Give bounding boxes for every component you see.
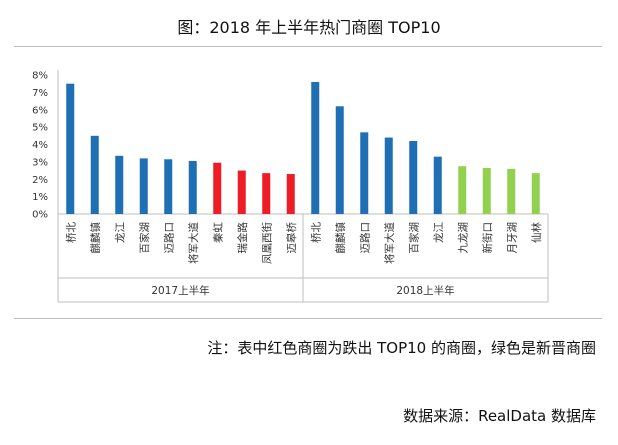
- bar: [384, 137, 393, 214]
- x-category-label: 龙江: [113, 222, 126, 243]
- x-category-label: 麒麟镇: [334, 222, 347, 254]
- bar: [458, 166, 467, 214]
- x-category-label: 月牙湖: [506, 222, 518, 254]
- bar: [139, 158, 148, 214]
- x-category-label: 迈路口: [358, 222, 371, 254]
- y-tick-label: 1%: [32, 192, 48, 203]
- x-category-label: 将军大道: [187, 222, 200, 264]
- y-tick-label: 4%: [32, 140, 48, 151]
- bar: [433, 156, 442, 214]
- bar: [115, 155, 124, 214]
- y-tick-label: 8%: [32, 71, 48, 82]
- y-tick-label: 7%: [32, 88, 48, 99]
- chart-title: 图：2018 年上半年热门商圈 TOP10: [177, 18, 441, 37]
- bar: [507, 168, 516, 214]
- x-category-label: 迈皋桥: [285, 222, 298, 254]
- chart-note: 注：表中红色商圈为跌出 TOP10 的商圈，绿色是新晋商圈: [207, 339, 596, 357]
- x-category-label: 百家湖: [407, 222, 420, 254]
- y-tick-label: 3%: [32, 157, 48, 168]
- data-source: 数据来源：RealData 数据库: [403, 407, 596, 425]
- x-category-label: 凤凰西街: [260, 222, 273, 264]
- bar: [286, 174, 295, 214]
- x-category-label: 仙林: [530, 222, 543, 243]
- bar: [531, 173, 540, 214]
- top-divider: [14, 46, 602, 47]
- y-tick-label: 5%: [32, 123, 48, 134]
- bar: [262, 173, 271, 214]
- bar: [66, 83, 75, 214]
- group-label: 2018上半年: [396, 284, 454, 297]
- x-category-label: 桥北: [310, 222, 322, 243]
- bar: [188, 161, 197, 214]
- group-label: 2017上半年: [151, 284, 209, 297]
- bar-chart: 0%1%2%3%4%5%6%7%8%桥北 麒麟镇 龙江 百家湖 迈路口 将军大道 秦虹 瑞金路…: [32, 70, 549, 303]
- x-category-label: 麒麟镇: [89, 222, 102, 254]
- x-category-label: 秦虹: [211, 222, 224, 243]
- bar: [213, 162, 222, 214]
- y-tick-label: 6%: [32, 105, 48, 116]
- x-category-label: 瑞金路: [236, 222, 249, 254]
- x-category-label: 百家湖: [138, 222, 151, 254]
- bar: [237, 170, 246, 214]
- bar: [482, 167, 491, 214]
- bar: [311, 81, 320, 214]
- bottom-divider: [14, 318, 602, 319]
- bar: [360, 132, 369, 214]
- bar: [164, 159, 173, 214]
- bar: [409, 141, 418, 214]
- x-category-label: 新街口: [481, 222, 494, 254]
- x-category-label: 九龙湖: [456, 222, 469, 254]
- bar: [90, 135, 99, 214]
- x-category-label: 龙江: [432, 222, 445, 243]
- x-category-label: 将军大道: [383, 222, 396, 264]
- bar: [335, 106, 344, 214]
- x-category-label: 桥北: [65, 222, 77, 243]
- x-category-label: 迈路口: [162, 222, 175, 254]
- y-tick-label: 2%: [32, 175, 48, 186]
- y-tick-label: 0%: [32, 210, 48, 221]
